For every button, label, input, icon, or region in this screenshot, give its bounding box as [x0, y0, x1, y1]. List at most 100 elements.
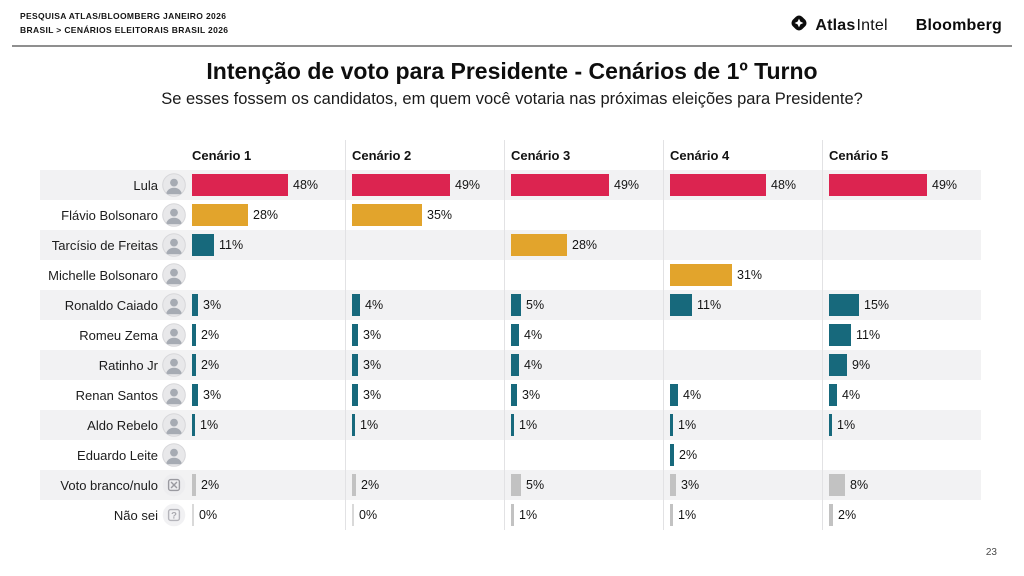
- scenario-cell: 2%: [186, 470, 345, 500]
- vote-value-label: 9%: [852, 358, 871, 372]
- vote-bar: [352, 504, 354, 526]
- scenario-cell: 11%: [186, 230, 345, 260]
- candidate-row: Voto branco/nulo 2% 2% 5% 3% 8%: [40, 470, 981, 500]
- vote-bar: [670, 504, 673, 526]
- scenario-cell: 48%: [186, 170, 345, 200]
- scenario-cell: 0%: [345, 500, 504, 530]
- vote-bar: [829, 504, 833, 526]
- vote-bar: [511, 474, 521, 496]
- scenario-header-row: Cenário 1 Cenário 2 Cenário 3 Cenário 4 Cená…: [40, 140, 981, 170]
- scenario-cell: 4%: [822, 380, 981, 410]
- vote-value-label: 28%: [572, 238, 598, 252]
- vote-bar: [511, 384, 517, 406]
- vote-bar: [352, 474, 356, 496]
- scenario-cell: 4%: [345, 290, 504, 320]
- scenario-cell: [186, 440, 345, 470]
- scenario-cell: [663, 350, 822, 380]
- scenario-cell: [822, 440, 981, 470]
- candidate-label: Flávio Bolsonaro: [61, 207, 158, 223]
- atlasintel-wordmark-light: Intel: [856, 16, 888, 34]
- vote-value-label: 1%: [519, 508, 538, 522]
- scenario-chart: Cenário 1 Cenário 2 Cenário 3 Cenário 4 Cená…: [40, 140, 981, 530]
- vote-bar: [192, 504, 194, 526]
- candidate-label: Michelle Bolsonaro: [48, 267, 158, 283]
- bloomberg-logo: Bloomberg: [915, 16, 1002, 34]
- vote-value-label: 5%: [526, 478, 545, 492]
- scenario-column-header: Cenário 2: [345, 140, 504, 170]
- scenario-cell: 11%: [822, 320, 981, 350]
- scenario-cell: 49%: [345, 170, 504, 200]
- vote-value-label: 2%: [201, 358, 220, 372]
- vote-bar: [352, 324, 358, 346]
- candidate-avatar: [162, 293, 186, 317]
- vote-value-label: 31%: [737, 268, 763, 282]
- candidate-row: Ronaldo Caiado 3% 4% 5% 11% 15%: [40, 290, 981, 320]
- vote-bar: [192, 354, 196, 376]
- vote-value-label: 3%: [363, 358, 382, 372]
- scenario-cell: 3%: [186, 290, 345, 320]
- scenario-cell: 4%: [663, 380, 822, 410]
- vote-value-label: 11%: [856, 328, 881, 342]
- scenario-cell: [822, 230, 981, 260]
- header-divider: [12, 45, 1012, 47]
- scenario-cell: 3%: [345, 350, 504, 380]
- vote-value-label: 2%: [201, 478, 220, 492]
- scenario-cell: 2%: [186, 320, 345, 350]
- vote-value-label: 1%: [837, 418, 856, 432]
- vote-bar: [352, 174, 450, 196]
- scenario-cell: [345, 230, 504, 260]
- candidate-row: Tarcísio de Freitas 11% 28%: [40, 230, 981, 260]
- vote-bar: [192, 174, 288, 196]
- vote-value-label: 1%: [678, 508, 697, 522]
- scenario-cell: 28%: [504, 230, 663, 260]
- candidate-avatar: [162, 263, 186, 287]
- dont-know-icon: ?: [162, 503, 186, 527]
- vote-bar: [511, 324, 519, 346]
- vote-value-label: 2%: [201, 328, 220, 342]
- scenario-cell: 2%: [345, 470, 504, 500]
- vote-value-label: 3%: [363, 388, 382, 402]
- scenario-cell: 31%: [663, 260, 822, 290]
- scenario-cell: 3%: [504, 380, 663, 410]
- scenario-cell: 2%: [186, 350, 345, 380]
- scenario-cell: 5%: [504, 290, 663, 320]
- vote-value-label: 1%: [519, 418, 538, 432]
- scenario-cell: [504, 440, 663, 470]
- vote-bar: [829, 294, 859, 316]
- vote-bar: [670, 384, 678, 406]
- scenario-cell: 4%: [504, 320, 663, 350]
- vote-bar: [192, 204, 248, 226]
- vote-value-label: 11%: [697, 298, 722, 312]
- candidate-label: Renan Santos: [75, 387, 158, 403]
- scenario-cell: 2%: [822, 500, 981, 530]
- vote-value-label: 4%: [365, 298, 384, 312]
- scenario-cell: 1%: [504, 410, 663, 440]
- logo-group: Atlas Intel Bloomberg: [789, 13, 1002, 38]
- vote-bar: [192, 324, 196, 346]
- scenario-cell: 8%: [822, 470, 981, 500]
- vote-value-label: 3%: [681, 478, 700, 492]
- scenario-cell: [663, 200, 822, 230]
- vote-bar: [352, 384, 358, 406]
- vote-value-label: 4%: [524, 358, 543, 372]
- vote-value-label: 4%: [842, 388, 861, 402]
- scenario-column-header: Cenário 1: [192, 147, 252, 163]
- scenario-cell: 48%: [663, 170, 822, 200]
- vote-value-label: 3%: [363, 328, 382, 342]
- candidate-row: Aldo Rebelo 1% 1% 1% 1% 1%: [40, 410, 981, 440]
- candidate-label: Ronaldo Caiado: [64, 297, 158, 313]
- scenario-cell: 1%: [186, 410, 345, 440]
- page-number: 23: [985, 547, 997, 558]
- vote-value-label: 3%: [522, 388, 541, 402]
- vote-value-label: 28%: [253, 208, 279, 222]
- vote-bar: [829, 174, 927, 196]
- atlasintel-logo: Atlas Intel: [789, 13, 888, 38]
- candidate-avatar: [162, 443, 186, 467]
- vote-value-label: 2%: [361, 478, 380, 492]
- candidate-row: Não sei? 0% 0% 1% 1% 2%: [40, 500, 981, 530]
- scenario-column-header: Cenário 4: [663, 140, 822, 170]
- vote-value-label: 15%: [864, 298, 890, 312]
- candidate-avatar: [162, 383, 186, 407]
- vote-value-label: 1%: [360, 418, 379, 432]
- scenario-cell: 15%: [822, 290, 981, 320]
